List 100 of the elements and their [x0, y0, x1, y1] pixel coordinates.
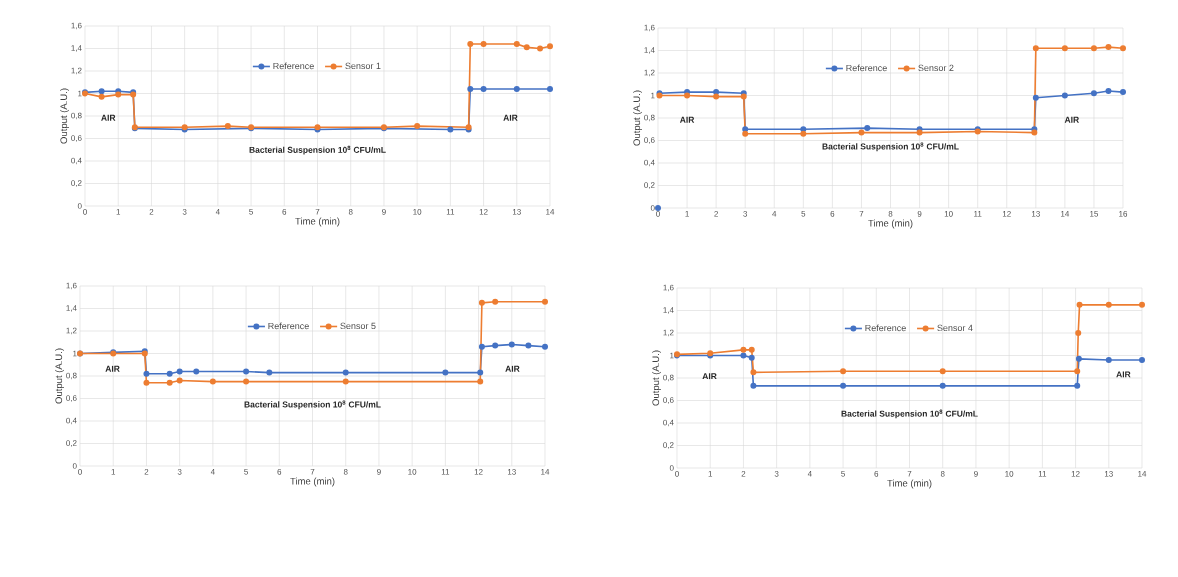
x-tick-label: 11	[974, 211, 982, 217]
y-tick-label: 0,2	[644, 182, 655, 189]
y-tick-label: 1,4	[663, 307, 674, 314]
x-tick-label: 14	[541, 469, 550, 475]
x-tick-label: 1	[111, 469, 116, 475]
y-tick-label: 0,6	[71, 135, 82, 142]
y-tick-label: 1,2	[71, 67, 82, 75]
annotation: AIR	[105, 365, 120, 372]
x-axis-title: Time (min)	[887, 479, 932, 489]
x-tick-label: 13	[507, 469, 516, 475]
x-tick-label: 5	[244, 469, 248, 475]
x-tick-label: 7	[859, 211, 864, 217]
y-tick-label: 1,4	[644, 47, 655, 54]
x-axis-title: Time (min)	[868, 219, 913, 229]
y-tick-label: 1,6	[71, 22, 82, 30]
y-tick-label: 1,6	[644, 24, 655, 32]
x-tick-label: 7	[907, 471, 912, 477]
x-axis-title: Time (min)	[295, 217, 340, 227]
x-tick-label: 9	[917, 211, 922, 217]
annotation: Bacterial Suspension 10$^{8}$ CFU/mL	[249, 145, 386, 155]
x-tick-label: 12	[479, 209, 488, 215]
x-tick-label: 3	[177, 469, 182, 475]
x-tick-label: 14	[1061, 211, 1070, 217]
annotation: AIR	[101, 114, 116, 121]
x-tick-label: 15	[1090, 211, 1099, 217]
x-tick-label: 10	[1005, 471, 1014, 477]
y-tick-label: 0	[650, 205, 655, 211]
x-tick-label: 13	[1104, 471, 1113, 477]
y-tick-label: 0,2	[66, 440, 77, 447]
x-tick-label: 13	[1031, 211, 1040, 217]
x-tick-label: 5	[841, 471, 845, 477]
x-tick-label: 5	[249, 209, 253, 215]
x-tick-label: 1	[685, 211, 689, 217]
y-tick-label: 0,2	[663, 442, 674, 449]
y-tick-label: 0,8	[663, 374, 674, 382]
y-tick-label: 0,8	[66, 372, 77, 380]
legend-label: Sensor 1	[345, 62, 381, 70]
x-tick-label: 6	[277, 469, 282, 475]
y-tick-label: 1	[78, 90, 82, 97]
y-tick-label: 1,6	[66, 282, 77, 290]
x-tick-label: 6	[282, 209, 287, 215]
x-tick-label: 2	[741, 471, 746, 477]
y-tick-label: 1,4	[66, 305, 77, 312]
annotation: AIR	[503, 114, 518, 121]
annotation: AIR	[1116, 371, 1131, 378]
legend-label: Sensor 4	[937, 324, 973, 332]
legend-label: Sensor 2	[918, 64, 954, 72]
annotation: AIR	[679, 116, 695, 123]
x-tick-label: 8	[348, 209, 353, 215]
x-tick-label: 5	[801, 211, 806, 217]
y-tick-label: 0,6	[663, 397, 674, 404]
x-tick-label: 6	[874, 471, 879, 477]
y-tick-label: 1	[73, 350, 77, 357]
annotation: AIR	[1064, 116, 1079, 123]
legend-label: Sensor 5	[340, 322, 376, 330]
y-tick-label: 0	[669, 465, 674, 471]
x-tick-label: 0	[656, 211, 660, 217]
x-tick-label: 16	[1119, 211, 1128, 217]
x-tick-label: 11	[441, 469, 450, 475]
legend-label: Reference	[846, 64, 887, 72]
x-tick-label: 4	[210, 469, 215, 475]
y-tick-label: 1,4	[71, 45, 82, 52]
x-tick-label: 7	[315, 209, 320, 215]
y-tick-label: 0,2	[71, 180, 82, 187]
x-tick-label: 0	[675, 471, 679, 477]
x-tick-label: 3	[182, 209, 187, 215]
y-axis-title: Output (A.U.)	[633, 90, 642, 146]
y-tick-label: 0,4	[71, 157, 82, 165]
x-tick-label: 1	[708, 471, 713, 477]
y-tick-label: 1	[670, 352, 674, 359]
x-tick-label: 12	[474, 469, 483, 475]
x-tick-label: 14	[1138, 471, 1147, 477]
x-tick-label: 4	[772, 211, 777, 217]
y-tick-label: 0,8	[71, 112, 82, 120]
x-tick-label: 2	[144, 469, 149, 475]
annotation: AIR	[505, 365, 520, 372]
x-tick-label: 10	[408, 469, 417, 475]
x-tick-label: 11	[446, 209, 455, 215]
x-tick-label: 11	[1038, 471, 1047, 477]
x-tick-label: 10	[413, 209, 422, 215]
x-tick-label: 2	[714, 211, 718, 217]
y-tick-label: 0	[77, 203, 82, 209]
y-tick-label: 1,2	[66, 327, 77, 335]
y-tick-label: 0,6	[644, 137, 655, 144]
y-tick-label: 0,4	[644, 159, 655, 167]
y-tick-label: 0,6	[66, 395, 77, 402]
y-tick-label: 1,2	[644, 69, 655, 77]
y-tick-label: 1,6	[663, 284, 674, 292]
x-tick-label: 0	[83, 209, 87, 215]
x-tick-label: 3	[743, 211, 748, 217]
y-axis-title: Output (A.U.)	[652, 350, 661, 406]
y-tick-label: 0,8	[644, 114, 655, 122]
legend-label: Reference	[268, 322, 309, 330]
x-tick-label: 4	[215, 209, 220, 215]
x-tick-label: 7	[310, 469, 315, 475]
legend-label: Reference	[865, 324, 906, 332]
y-tick-label: 1	[651, 92, 655, 99]
x-tick-label: 9	[377, 469, 381, 475]
x-tick-label: 13	[512, 209, 521, 215]
x-tick-label: 14	[546, 209, 555, 215]
